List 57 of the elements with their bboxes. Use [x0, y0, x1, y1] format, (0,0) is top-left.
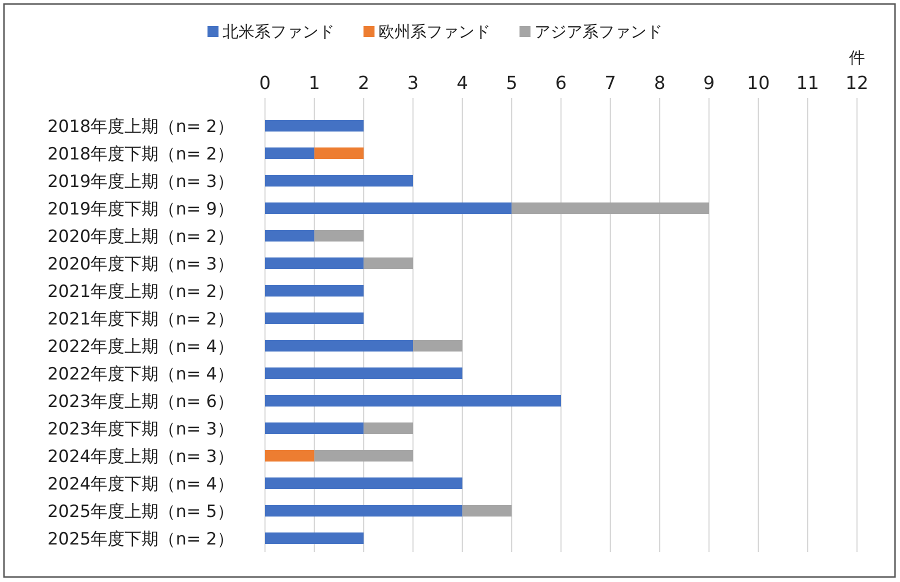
bar	[265, 394, 561, 407]
bar	[265, 532, 364, 544]
x-axis-title: 件	[849, 48, 865, 67]
x-tick-label: 4	[456, 73, 468, 94]
x-tick-label: 9	[703, 73, 715, 94]
y-tick-label: 2021年度上期（n= 2）	[47, 282, 234, 302]
bar	[314, 147, 364, 160]
bar	[265, 477, 462, 490]
y-tick-label: 2019年度下期（n= 9）	[47, 199, 234, 220]
x-tick-label: 0	[259, 73, 271, 94]
bar	[265, 367, 462, 380]
bar	[314, 450, 413, 462]
bar	[265, 257, 364, 270]
bar	[265, 202, 512, 214]
y-tick-label: 2023年度下期（n= 3）	[47, 419, 234, 440]
bar	[265, 312, 364, 324]
y-tick-label: 2021年度下期（n= 2）	[47, 309, 234, 330]
legend-label: 北米系ファンド	[222, 22, 334, 41]
bar	[413, 340, 462, 352]
y-tick-label: 2025年度下期（n= 2）	[47, 529, 234, 550]
x-tick-label: 10	[746, 73, 770, 94]
bar	[265, 504, 462, 517]
y-tick-label: 2020年度上期（n= 2）	[47, 226, 234, 247]
x-tick-label: 6	[555, 73, 567, 94]
x-tick-label: 8	[654, 73, 666, 94]
y-tick-label: 2020年度下期（n= 3）	[47, 254, 234, 274]
bar	[364, 422, 413, 434]
bar	[314, 230, 364, 242]
y-tick-label: 2024年度下期（n= 4）	[47, 474, 234, 494]
y-tick-label: 2018年度下期（n= 2）	[47, 144, 234, 164]
y-tick-label: 2022年度下期（n= 4）	[47, 364, 234, 384]
bar	[265, 450, 314, 462]
x-tick-label: 2	[358, 73, 370, 94]
x-tick-label: 1	[308, 73, 320, 94]
x-tick-label: 12	[846, 73, 868, 94]
legend-label: アジア系ファンド	[534, 22, 662, 41]
bar	[364, 257, 413, 270]
y-tick-label: 2019年度上期（n= 3）	[47, 172, 234, 192]
x-tick-label: 7	[604, 73, 616, 94]
y-tick-label: 2018年度上期（n= 2）	[47, 116, 234, 137]
bar	[265, 174, 413, 187]
x-tick-label: 3	[407, 73, 419, 94]
bar	[265, 120, 364, 132]
bar	[265, 147, 314, 160]
bar	[265, 230, 314, 242]
bar	[512, 202, 709, 214]
y-tick-label: 2022年度上期（n= 4）	[47, 336, 234, 357]
bar	[265, 284, 364, 297]
legend-label: 欧州系ファンド	[378, 22, 490, 41]
bar	[462, 504, 512, 517]
y-tick-label: 2024年度上期（n= 3）	[47, 446, 234, 467]
x-tick-label: 11	[796, 73, 820, 94]
bar	[265, 422, 364, 434]
y-tick-label: 2025年度上期（n= 5）	[47, 502, 234, 522]
bar	[265, 340, 413, 352]
x-tick-label: 5	[506, 73, 518, 94]
y-tick-label: 2023年度上期（n= 6）	[47, 392, 234, 412]
